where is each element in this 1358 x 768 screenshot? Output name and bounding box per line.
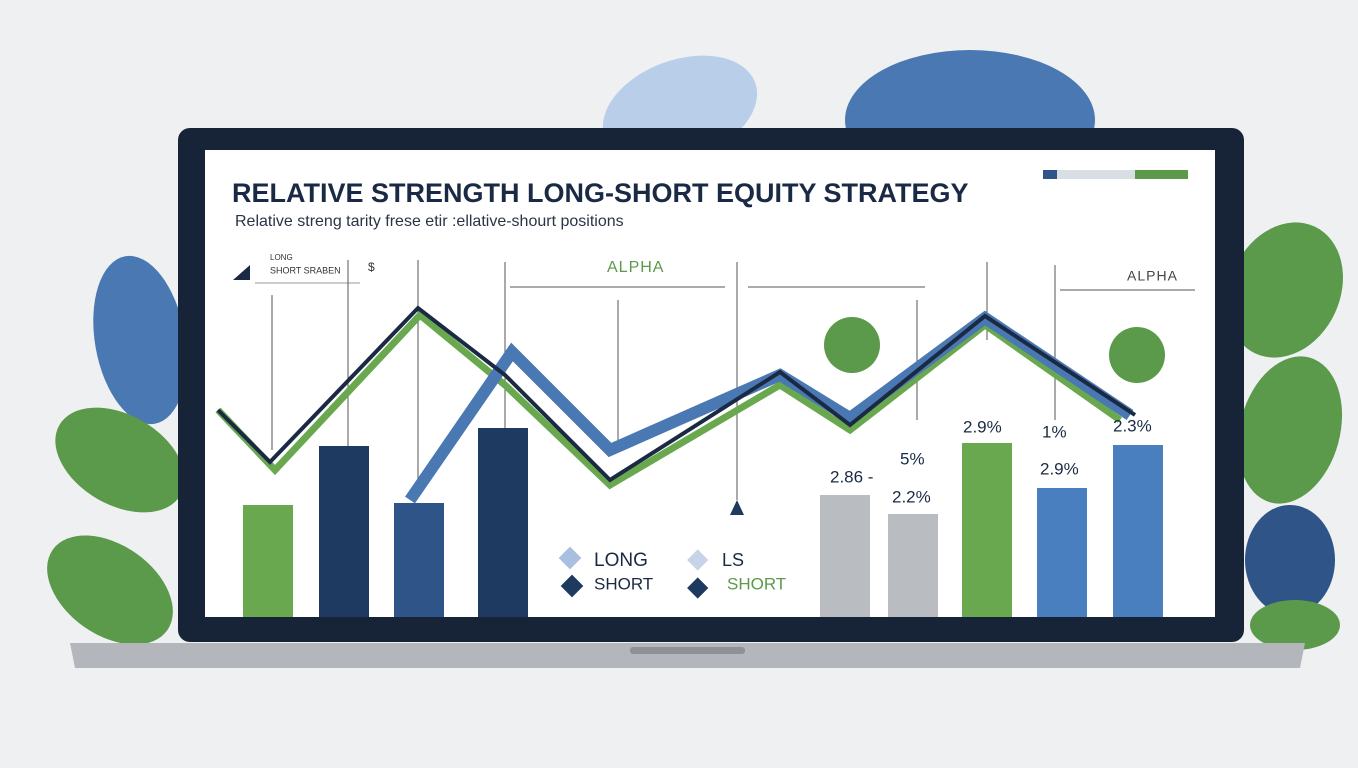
annotation: ALPHA [607, 259, 664, 276]
bar-label: 2.86 - [830, 467, 873, 486]
icon [233, 265, 250, 280]
mini-legend-long: LONG [270, 253, 293, 262]
bar-label: 5% [900, 449, 925, 468]
marker [1109, 327, 1165, 383]
legend-swatch [687, 577, 709, 599]
bar-label: 2.9% [963, 417, 1002, 436]
legend-label: LONG [594, 550, 648, 571]
bar-label: 2.3% [1113, 416, 1152, 435]
legend-label: SHORT [727, 574, 786, 593]
marker [824, 317, 880, 373]
bar-label: 2.2% [892, 487, 931, 506]
mini-legend-short: SHORT SRABEN [270, 265, 341, 275]
legend-label: SHORT [594, 574, 653, 593]
laptop-notch [630, 647, 745, 654]
legend-swatch [687, 549, 709, 571]
progress [1135, 170, 1188, 179]
line [215, 310, 1123, 490]
legend-label: LS [722, 550, 744, 570]
subtitle: Relative streng tarity frese etir :ellat… [235, 213, 624, 230]
bar-label: 1% [1042, 422, 1067, 441]
marker [730, 500, 744, 515]
annotation: ALPHA [1127, 268, 1178, 284]
line [216, 305, 1137, 483]
progress [1043, 170, 1188, 179]
laptop-base [70, 643, 1305, 668]
legend-swatch [558, 546, 582, 570]
mini-legend-symbol: $ [368, 260, 375, 274]
legend-swatch [560, 574, 584, 598]
bars [243, 428, 1163, 617]
bar-label: 2.9% [1040, 459, 1079, 478]
guides [271, 260, 1195, 500]
progress [1043, 170, 1057, 179]
title: RELATIVE STRENGTH LONG-SHORT EQUITY STRA… [232, 178, 969, 208]
